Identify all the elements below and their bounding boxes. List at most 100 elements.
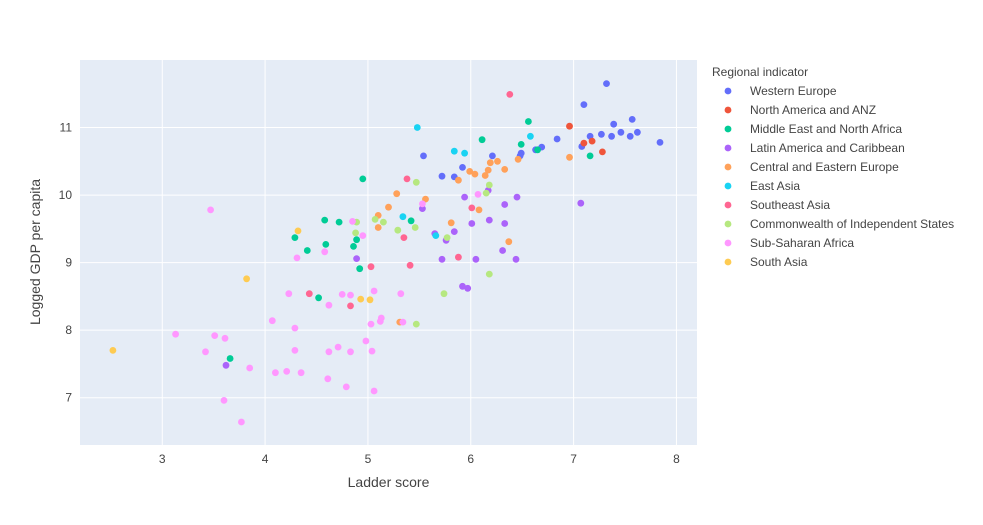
data-point (577, 199, 585, 207)
legend-items: Western Europe North America and ANZ Middl… (724, 84, 955, 269)
data-point (362, 337, 370, 345)
data-point (411, 224, 419, 231)
data-point (303, 247, 311, 254)
data-point (293, 254, 301, 262)
data-point (291, 234, 299, 242)
y-tick-label: 9 (65, 256, 72, 270)
data-point (466, 168, 474, 175)
data-point (617, 128, 625, 136)
data-point (501, 201, 509, 208)
legend-item[interactable]: South Asia (724, 255, 808, 269)
data-point (474, 191, 482, 198)
y-tick-label: 10 (59, 188, 73, 202)
y-axis-title: Logged GDP per capita (27, 179, 43, 325)
data-point (485, 216, 493, 224)
data-point (468, 220, 476, 227)
data-point (400, 234, 408, 242)
legend-item[interactable]: Latin America and Caribbean (724, 141, 905, 155)
data-point (471, 170, 479, 178)
x-tick-label: 8 (673, 452, 680, 466)
data-point (512, 255, 520, 263)
legend-item[interactable]: Southeast Asia (724, 198, 831, 212)
data-point (397, 290, 405, 298)
data-point (626, 132, 634, 140)
data-point (505, 238, 513, 246)
data-point (588, 137, 596, 145)
data-point (485, 181, 493, 189)
data-point (464, 284, 472, 292)
legend-item[interactable]: Western Europe (724, 84, 837, 98)
grid-lines (80, 60, 697, 445)
data-point (517, 141, 525, 148)
data-point (357, 295, 365, 303)
data-point (412, 178, 420, 186)
data-point (322, 241, 330, 248)
data-point (566, 122, 573, 130)
data-point (393, 190, 401, 198)
legend-marker (724, 106, 732, 114)
legend-item[interactable]: Commonwealth of Independent States (724, 217, 955, 231)
data-point (359, 175, 367, 183)
data-point (634, 128, 641, 136)
data-point (412, 320, 420, 328)
legend-item[interactable]: North America and ANZ (724, 103, 876, 117)
data-point (610, 120, 618, 128)
data-point (580, 101, 588, 108)
data-point (324, 375, 332, 383)
data-point (603, 80, 610, 87)
data-point (468, 204, 476, 212)
legend-marker (724, 125, 732, 133)
data-point (566, 153, 573, 161)
data-point (608, 132, 615, 140)
legend-label: Latin America and Caribbean (750, 141, 905, 155)
data-point (347, 302, 354, 310)
data-point (297, 369, 305, 377)
data-point (419, 200, 426, 208)
data-point (438, 172, 446, 180)
data-point (472, 255, 480, 263)
data-point (478, 136, 486, 144)
legend-item[interactable]: East Asia (724, 179, 801, 193)
data-point (394, 226, 402, 234)
data-point (347, 291, 354, 299)
legend-label: South Asia (750, 255, 808, 269)
data-point (534, 146, 541, 154)
data-point (305, 290, 313, 298)
legend-label: North America and ANZ (750, 103, 876, 117)
data-point (321, 248, 329, 256)
data-point (368, 347, 376, 355)
legend-label: Central and Eastern Europe (750, 160, 899, 174)
legend-item[interactable]: Sub-Saharan Africa (724, 236, 855, 250)
y-tick-label: 7 (65, 391, 72, 405)
legend-item[interactable]: Central and Eastern Europe (724, 160, 899, 174)
data-point (656, 139, 664, 146)
data-point (599, 148, 606, 156)
data-point (628, 116, 636, 123)
data-point (420, 152, 427, 160)
data-point (374, 224, 382, 231)
data-point (406, 261, 414, 269)
data-point (514, 155, 522, 163)
x-tick-label: 5 (365, 452, 372, 466)
data-point (353, 236, 360, 244)
data-point (506, 91, 514, 98)
data-point (598, 130, 605, 138)
legend-item[interactable]: Middle East and North Africa (724, 122, 903, 136)
legend-marker (724, 220, 732, 228)
data-point (222, 361, 230, 369)
data-point (461, 193, 468, 201)
y-tick-label: 8 (65, 323, 72, 337)
data-point (172, 330, 180, 338)
legend-label: Middle East and North Africa (750, 122, 902, 136)
data-point (489, 152, 496, 160)
data-point (243, 275, 251, 283)
legend-marker (724, 258, 732, 266)
x-tick-label: 4 (262, 452, 269, 466)
legend-title: Regional indicator (712, 65, 808, 79)
legend-marker (724, 182, 732, 190)
x-tick-label: 7 (570, 452, 577, 466)
legend-label: Commonwealth of Independent States (750, 217, 954, 231)
data-point (211, 332, 219, 339)
data-point (586, 152, 594, 160)
